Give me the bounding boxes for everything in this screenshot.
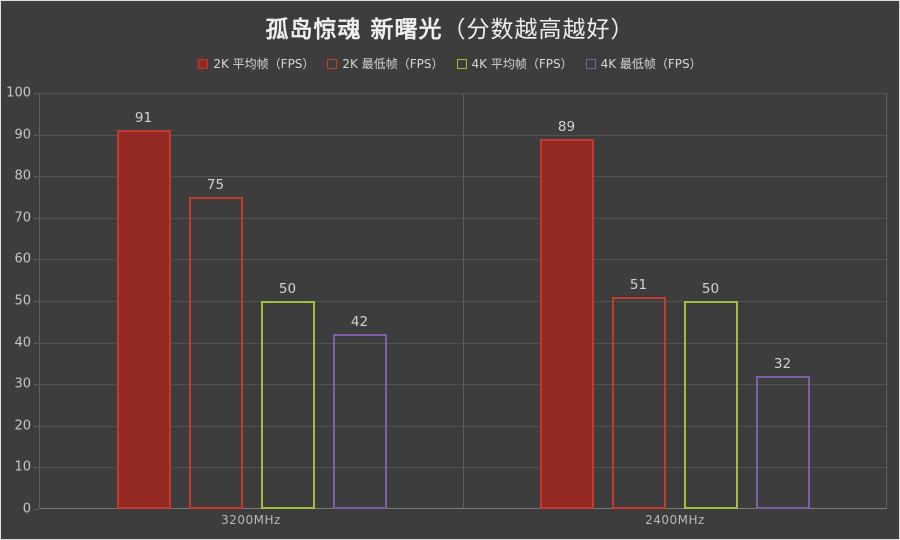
- gridline: [40, 467, 886, 469]
- y-tick-mark: [34, 342, 39, 344]
- bar-value-label: 75: [206, 177, 225, 193]
- x-axis-labels: 3200MHz 2400MHz: [39, 513, 887, 527]
- legend-swatch-icon: [327, 58, 338, 69]
- y-tick-mark: [34, 93, 39, 94]
- y-tick-label: 20: [14, 418, 31, 434]
- y-tick-mark: [34, 509, 39, 510]
- bar: 32: [755, 356, 810, 509]
- bar-group: 91 75 50 42: [40, 93, 463, 509]
- y-tick-mark: [34, 134, 39, 136]
- bar-value-label: 50: [701, 281, 720, 297]
- y-tick-mark: [34, 217, 39, 219]
- y-tick-label: 50: [14, 293, 31, 309]
- bar-value-label: 42: [350, 314, 369, 331]
- legend-label: 2K 平均帧（FPS）: [213, 57, 315, 71]
- bar: 50: [260, 281, 315, 509]
- legend-swatch-icon: [585, 58, 596, 69]
- bar: 42: [332, 314, 387, 509]
- y-tick-label: 30: [14, 376, 31, 392]
- y-tick-label: 10: [14, 459, 31, 475]
- gridline: [40, 217, 886, 219]
- bar-value-label: 51: [629, 276, 648, 293]
- gridline: [40, 259, 886, 261]
- gridline: [40, 134, 886, 136]
- legend-item: 4K 平均帧（FPS）: [456, 55, 573, 72]
- y-tick-label: 40: [14, 335, 31, 351]
- bar-value-label: 89: [557, 118, 576, 135]
- bar-value-label: 91: [134, 110, 153, 127]
- y-tick-label: 60: [14, 251, 31, 267]
- y-tick-label: 100: [6, 85, 31, 101]
- legend-label: 4K 最低帧（FPS）: [600, 57, 702, 71]
- x-axis-category-label: 3200MHz: [221, 513, 281, 527]
- y-tick-mark: [34, 384, 39, 386]
- y-tick-mark: [34, 259, 39, 261]
- gridline: [40, 342, 886, 344]
- legend-label: 4K 平均帧（FPS）: [471, 57, 573, 71]
- chart-title-main: 孤岛惊魂 新曙光: [265, 17, 443, 43]
- gridline: [40, 93, 886, 94]
- plot-area: 91 75 50 42 89 51 50 32: [39, 93, 887, 509]
- bar-value-label: 50: [278, 281, 297, 297]
- gridline: [40, 176, 886, 178]
- bar: 50: [683, 281, 738, 509]
- y-tick-mark: [34, 467, 39, 469]
- bar: 91: [116, 110, 171, 509]
- y-tick-label: 0: [22, 501, 31, 517]
- bar: 75: [188, 177, 243, 509]
- bar: 51: [611, 277, 666, 509]
- y-tick-mark: [34, 176, 39, 178]
- x-axis-category-label: 2400MHz: [645, 513, 705, 527]
- chart-title: 孤岛惊魂 新曙光（分数越高越好）: [1, 10, 899, 44]
- gridline: [40, 425, 886, 427]
- y-tick-label: 70: [14, 210, 31, 226]
- y-axis-ticks: [34, 93, 39, 510]
- legend-item: 2K 最低帧（FPS）: [327, 55, 444, 72]
- legend-label: 2K 最低帧（FPS）: [342, 57, 444, 71]
- legend-swatch-icon: [198, 58, 209, 69]
- y-tick-mark: [34, 301, 39, 302]
- bar-groups: 91 75 50 42 89 51 50 32: [40, 93, 886, 509]
- y-tick-label: 80: [14, 168, 31, 184]
- bar: 89: [539, 119, 594, 509]
- x-axis-line: [40, 508, 886, 509]
- gridline: [40, 384, 886, 386]
- legend-swatch-icon: [456, 58, 467, 69]
- y-axis: 0 10 20 30 40 50 60 70 80 90 100: [1, 86, 32, 517]
- legend: 2K 平均帧（FPS） 2K 最低帧（FPS） 4K 平均帧（FPS） 4K 最低帧（…: [1, 55, 899, 72]
- legend-item: 2K 平均帧（FPS）: [198, 55, 314, 72]
- bar-group: 89 51 50 32: [463, 93, 886, 509]
- y-tick-mark: [34, 425, 39, 427]
- chart-title-sub: （分数越高越好）: [442, 17, 635, 43]
- gridline: [40, 301, 886, 302]
- legend-item: 4K 最低帧（FPS）: [585, 55, 702, 72]
- y-tick-label: 90: [14, 127, 31, 143]
- bar-value-label: 32: [773, 355, 792, 372]
